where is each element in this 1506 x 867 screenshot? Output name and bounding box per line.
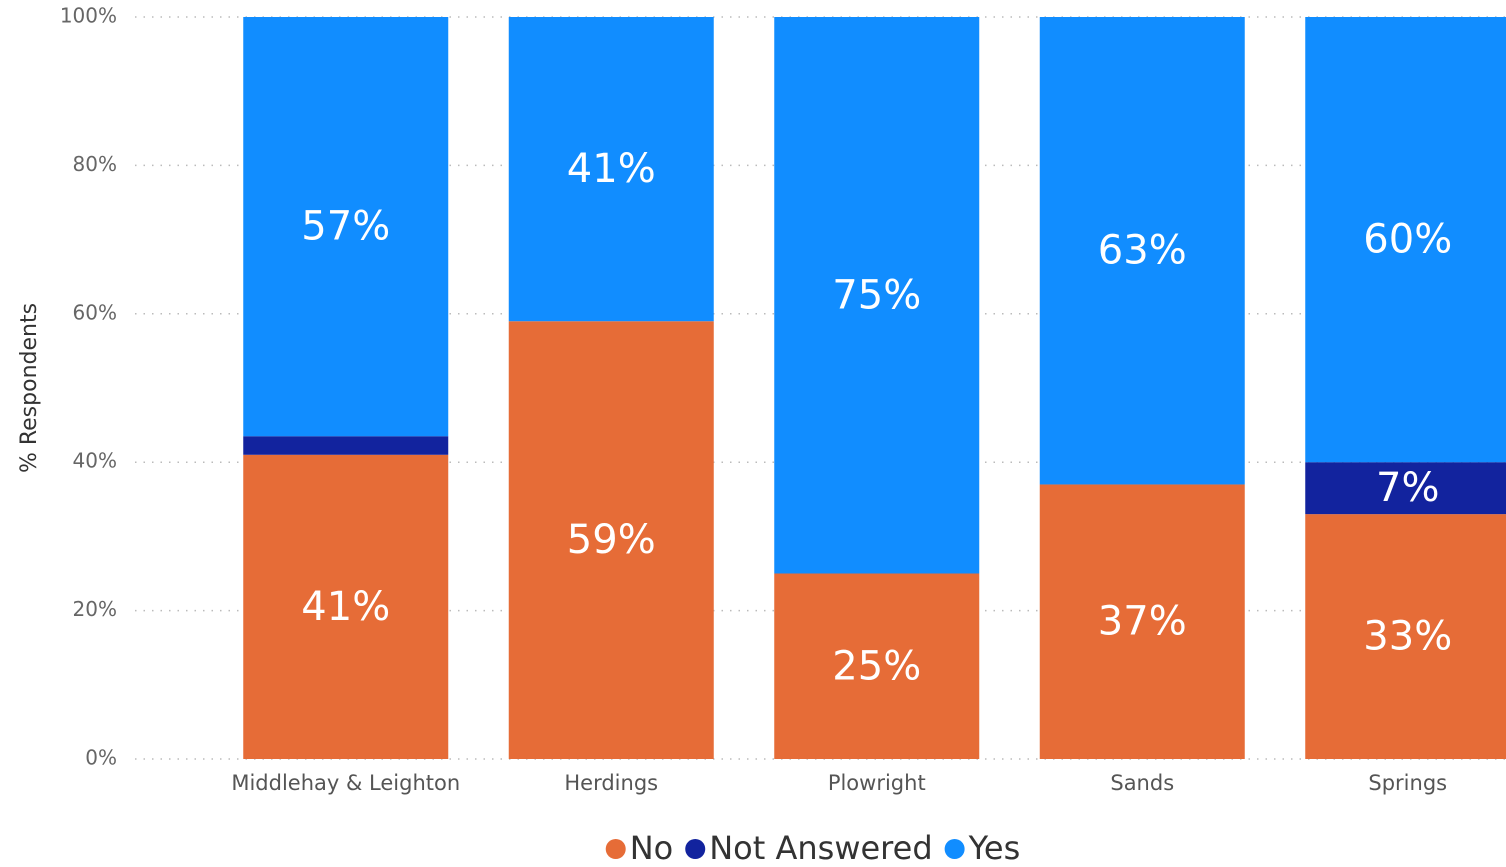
y-tick-label: 20% [73,597,117,621]
y-axis-title: % Respondents [17,303,42,473]
x-tick-label: Plowright [828,771,926,795]
bars [243,17,1506,759]
data-label: 37% [1098,599,1187,645]
x-tick-label: Herdings [564,771,658,795]
legend-label: No [630,829,674,867]
bar-segment [774,573,980,759]
data-label: 59% [567,517,656,563]
data-label: 60% [1363,217,1452,263]
data-label: 41% [567,146,656,192]
bar-segment [508,17,714,322]
data-label: 57% [301,204,390,250]
legend-marker [685,839,706,859]
x-tick-label: Springs [1368,771,1447,795]
x-tick-label: Middlehay & Leighton [231,771,460,795]
bar-segment [243,436,449,455]
labels: Middlehay & Leighton 41% 57% Herdings 59% 41%… [231,146,1452,867]
grid: 0% 20% 40% 60% 80% 100% [60,4,1506,770]
bar-segment [1039,17,1245,485]
bar-segment [508,321,714,759]
bar-segment [1305,17,1506,463]
y-tick-label: 100% [60,4,117,28]
data-label: 7% [1376,465,1439,511]
y-tick-label: 40% [73,449,117,473]
legend-marker [605,839,626,859]
x-tick-label: Sands [1110,771,1174,795]
bar-segment [1305,462,1506,515]
bar-segment [1039,484,1245,759]
data-label: 63% [1098,228,1187,274]
legend-label: Yes [968,829,1021,867]
bar-segment [774,17,980,574]
legend-marker [944,839,965,859]
bar-segment [243,17,449,437]
data-label: 25% [832,643,921,689]
legend-label: Not Answered [709,829,932,867]
bar-segment [243,454,449,759]
y-tick-label: 0% [85,746,117,770]
data-label: 33% [1363,614,1452,660]
data-label: 75% [832,272,921,318]
y-tick-label: 80% [73,152,117,176]
bar-segment [1305,514,1506,759]
y-tick-label: 60% [73,300,117,324]
data-label: 41% [301,584,390,630]
